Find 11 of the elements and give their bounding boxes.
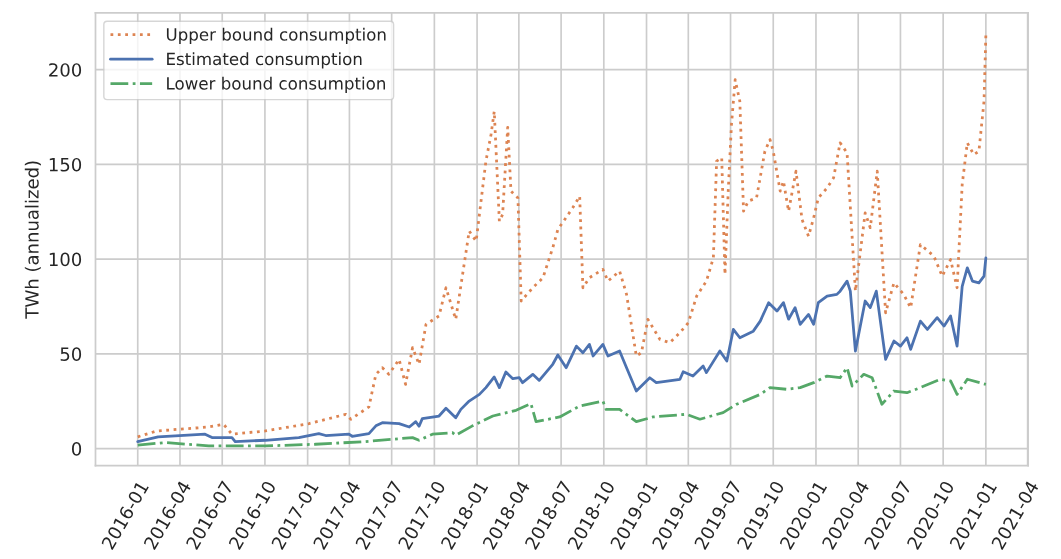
y-tick-label: 100 [49, 252, 82, 267]
y-tick-label: 200 [49, 63, 82, 77]
y-tick-label: 150 [49, 157, 82, 172]
line-series [136, 366, 988, 448]
line-series [136, 256, 988, 443]
legend-label: Estimated consumption [167, 52, 362, 69]
y-tick-label: 50 [60, 347, 82, 361]
legend-label: Upper bound consumption [166, 27, 386, 44]
y-tick-label: 0 [72, 442, 82, 456]
y-axis-title: TWh (annualized) [24, 161, 41, 319]
legend-label: Lower bound consumption [167, 76, 385, 93]
